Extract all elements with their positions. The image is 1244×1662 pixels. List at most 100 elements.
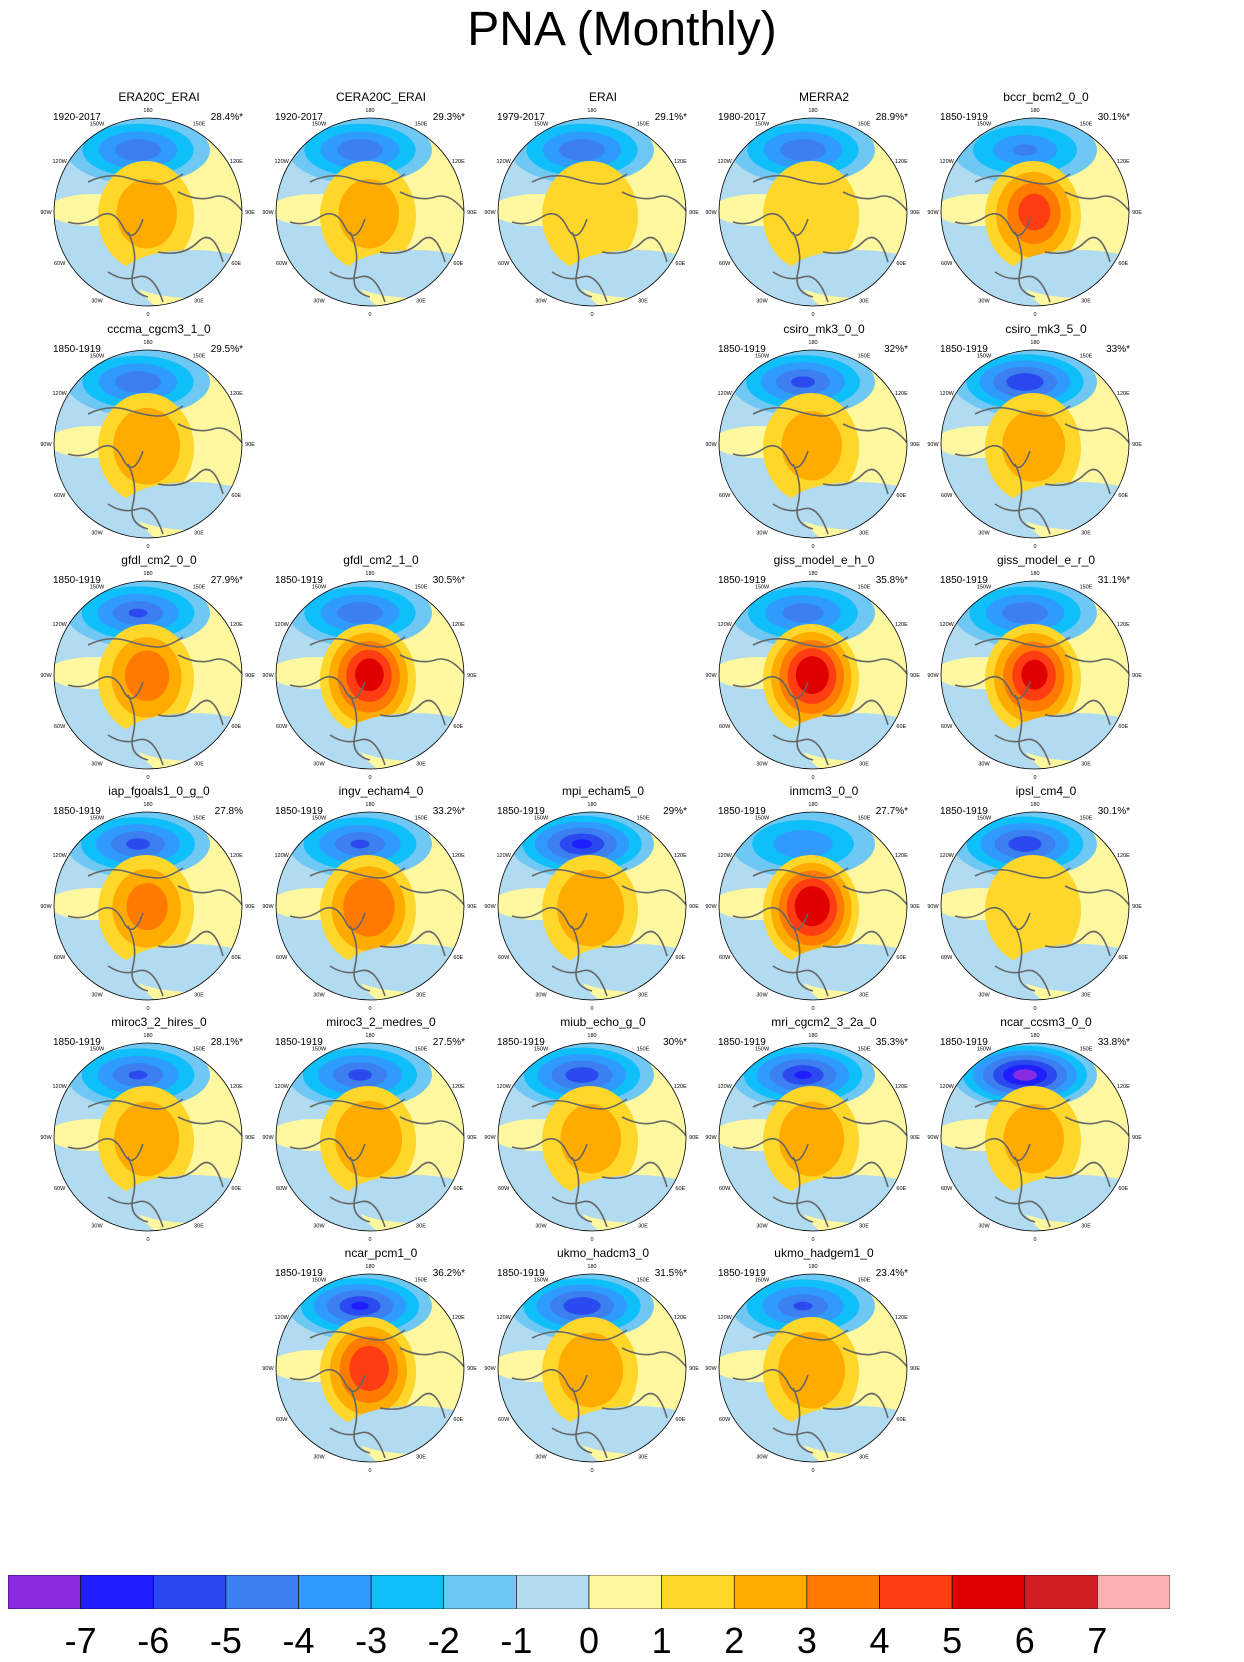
longitude-tick-label: 90E xyxy=(910,442,920,448)
longitude-tick-label: 30W xyxy=(91,298,103,304)
panel-variance: 35.3%* xyxy=(875,1037,908,1048)
coastline xyxy=(601,1161,668,1188)
longitude-tick-label: 120W xyxy=(52,1084,67,1090)
longitude-tick-label: 60W xyxy=(276,1417,288,1423)
coastline xyxy=(87,636,184,648)
longitude-tick-label: 150E xyxy=(1080,816,1093,822)
longitude-tick-label: 120E xyxy=(895,1315,908,1321)
longitude-tick-label: 60E xyxy=(231,724,241,730)
map-boundary xyxy=(718,349,908,539)
longitude-tick-label: 180 xyxy=(808,1264,817,1270)
negative-contour xyxy=(1006,373,1044,391)
polar-map: 180 150W 150E 120W 120E 90W 90E 60W 60E 30W 30E 0 xyxy=(262,1264,477,1474)
longitude-tick-label: 90W xyxy=(262,1135,274,1141)
longitude-tick-label: 90E xyxy=(467,1135,477,1141)
longitude-tick-label: 60E xyxy=(675,261,685,267)
longitude-tick-label: 180 xyxy=(587,1264,596,1270)
longitude-tick-label: 0 xyxy=(811,775,814,781)
longitude-tick-label: 60W xyxy=(941,261,953,267)
positive-contour xyxy=(335,1100,403,1178)
coastline xyxy=(349,925,371,992)
negative-region xyxy=(345,713,464,761)
longitude-tick-label: 0 xyxy=(1033,1006,1036,1012)
longitude-tick-label: 90W xyxy=(705,210,717,216)
longitude-tick-label: 60W xyxy=(941,724,953,730)
longitude-tick-label: 60E xyxy=(896,724,906,730)
coastline xyxy=(289,1137,366,1162)
longitude-tick-label: 90E xyxy=(910,673,920,679)
panel-variance: 23.4%* xyxy=(875,1268,908,1279)
coastline xyxy=(87,173,184,185)
longitude-tick-label: 120E xyxy=(452,1084,465,1090)
longitude-tick-label: 60E xyxy=(1118,261,1128,267)
coastline xyxy=(974,1098,1071,1110)
longitude-tick-label: 180 xyxy=(143,802,152,808)
negative-region xyxy=(788,944,907,992)
longitude-tick-label: 120E xyxy=(452,853,465,859)
map-boundary xyxy=(940,1042,1130,1232)
longitude-tick-label: 60W xyxy=(276,955,288,961)
longitude-tick-label: 30E xyxy=(859,761,869,767)
coastline xyxy=(571,1156,593,1223)
coastline xyxy=(842,1347,907,1369)
panel-period: 1850-1919 xyxy=(275,1268,323,1279)
negative-contour xyxy=(337,602,383,624)
coastline xyxy=(309,867,406,879)
map-panel: ncar_pcm1_0 1850-1919 36.2%* 180 150W 150E 120… xyxy=(262,1246,497,1478)
map-panel: ncar_ccsm3_0_0 1850-1919 33.8%* 180 150W 150E… xyxy=(927,1015,1162,1247)
positive-contour xyxy=(795,656,829,694)
negative-region xyxy=(123,250,242,298)
polar-map: 180 150W 150E 120W 120E 90W 90E 60W 60E 30W 30E 0 xyxy=(927,802,1142,1012)
panel-title: bccr_bcm2_0_0 xyxy=(1003,90,1089,104)
longitude-tick-label: 60E xyxy=(675,1186,685,1192)
longitude-tick-label: 180 xyxy=(365,108,374,114)
coastline xyxy=(994,503,1051,535)
longitude-tick-label: 90W xyxy=(927,904,939,910)
colorbar-swatch xyxy=(879,1575,953,1609)
longitude-tick-label: 30E xyxy=(194,1223,204,1229)
coastline xyxy=(842,885,907,907)
panel-title: gfdl_cm2_0_0 xyxy=(121,553,197,567)
map-boundary xyxy=(497,811,687,1001)
longitude-tick-label: 30W xyxy=(313,1223,325,1229)
panel-period: 1920-2017 xyxy=(275,112,323,123)
longitude-tick-label: 90W xyxy=(927,1135,939,1141)
longitude-tick-label: 180 xyxy=(1030,802,1039,808)
panel-title: ukmo_hadgem1_0 xyxy=(774,1246,874,1260)
longitude-tick-label: 180 xyxy=(1030,108,1039,114)
coastline xyxy=(349,1156,371,1223)
positive-contour xyxy=(542,161,638,271)
panel-period: 1850-1919 xyxy=(940,344,988,355)
longitude-tick-label: 90W xyxy=(927,673,939,679)
coastline xyxy=(157,930,224,957)
longitude-tick-label: 150W xyxy=(312,1047,327,1053)
longitude-tick-label: 90E xyxy=(1132,673,1142,679)
panel-title: ingv_echam4_0 xyxy=(338,784,424,798)
negative-contour xyxy=(572,839,592,849)
longitude-tick-label: 60W xyxy=(54,261,66,267)
longitude-tick-label: 180 xyxy=(143,571,152,577)
coastline xyxy=(399,885,464,907)
coastline xyxy=(1014,231,1036,298)
longitude-tick-label: 0 xyxy=(368,775,371,781)
negative-region xyxy=(123,482,242,530)
longitude-tick-label: 180 xyxy=(808,340,817,346)
longitude-tick-label: 60E xyxy=(896,493,906,499)
longitude-tick-label: 60E xyxy=(896,1417,906,1423)
longitude-tick-label: 90E xyxy=(467,673,477,679)
coastline xyxy=(551,1427,608,1459)
positive-contour xyxy=(763,161,859,271)
polar-map: 180 150W 150E 120W 120E 90W 90E 60W 60E 30W 30E 0 xyxy=(484,108,699,318)
panel-period: 1850-1919 xyxy=(940,575,988,586)
longitude-tick-label: 120W xyxy=(496,853,511,859)
longitude-tick-label: 180 xyxy=(587,802,596,808)
map-panel: csiro_mk3_0_0 1850-1919 32%* 180 150W 150E 120… xyxy=(705,322,940,554)
longitude-tick-label: 30W xyxy=(535,1454,547,1460)
map-panel: miroc3_2_hires_0 1850-1919 28.1%* 180 150W 15… xyxy=(40,1015,275,1247)
longitude-tick-label: 120W xyxy=(52,622,67,628)
polar-map: 180 150W 150E 120W 120E 90W 90E 60W 60E 30W 30E 0 xyxy=(927,571,1142,781)
longitude-tick-label: 90E xyxy=(910,210,920,216)
longitude-tick-label: 90E xyxy=(1132,904,1142,910)
negative-contour xyxy=(128,1070,148,1080)
panel-title: mri_cgcm2_3_2a_0 xyxy=(771,1015,877,1029)
